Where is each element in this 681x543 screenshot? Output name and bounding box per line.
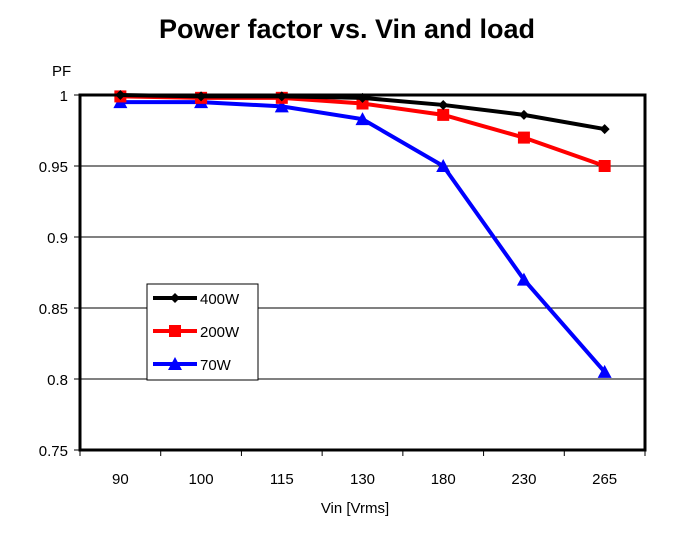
x-tick-label: 265 [592, 471, 617, 488]
y-axis-label: PF [52, 63, 71, 80]
data-point-diamond [438, 99, 449, 110]
x-tick-label: 130 [350, 471, 375, 488]
x-tick-label: 115 [270, 471, 294, 488]
legend: 400W 200W 70W [146, 283, 259, 381]
x-tick-label: 100 [189, 471, 214, 488]
x-tick-label: 90 [112, 471, 129, 488]
y-tick-label: 0.9 [47, 230, 68, 247]
y-tick-label: 0.85 [39, 301, 68, 318]
data-point-square [437, 108, 450, 121]
data-point-triangle [274, 99, 289, 113]
y-tick-label: 0.8 [47, 372, 68, 389]
y-tick-label: 1 [60, 88, 68, 105]
data-point-triangle [436, 159, 451, 172]
data-point-triangle [516, 272, 531, 286]
chart-title: Power factor vs. Vin and load [159, 14, 535, 44]
y-tick-label: 0.95 [39, 159, 68, 176]
y-tick-label: 0.75 [39, 443, 68, 460]
legend-label: 200W [200, 324, 240, 341]
legend-label: 400W [200, 291, 240, 308]
data-point-diamond [599, 124, 610, 135]
legend-label: 70W [200, 357, 232, 374]
x-tick-label: 180 [431, 471, 456, 488]
data-point-triangle [168, 357, 182, 370]
series-400W [115, 90, 610, 135]
data-point-square [169, 325, 181, 337]
legend-entry: 200W [153, 324, 240, 341]
legend-entry: 400W [153, 291, 240, 308]
plot-area-border [78, 93, 647, 452]
data-point-triangle [597, 364, 612, 378]
data-point-triangle [355, 112, 370, 126]
data-point-square [598, 160, 611, 172]
legend-entry: 70W [153, 357, 232, 374]
x-axis-label: Vin [Vrms] [321, 500, 389, 517]
data-point-square [356, 97, 369, 110]
data-point-diamond [518, 109, 529, 120]
data-point-square [517, 131, 530, 144]
x-tick-label: 230 [511, 471, 536, 488]
data-point-diamond [170, 293, 180, 303]
